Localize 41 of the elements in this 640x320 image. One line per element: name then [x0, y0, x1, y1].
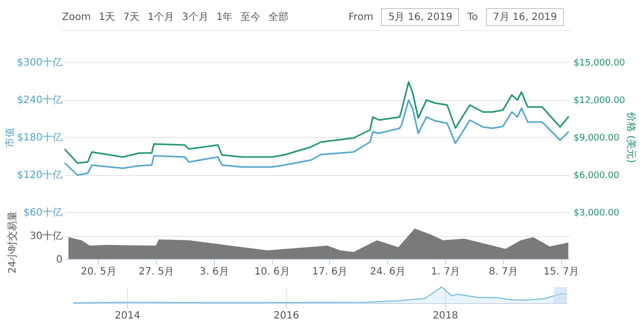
text: 5月 16, 2019 [381, 8, 460, 26]
x-tick-label: 1. 7月 [431, 266, 460, 278]
text: 7月 16, 2019 [486, 8, 564, 26]
text: 3个月 [182, 11, 208, 24]
y-tick-label: $300十亿 [17, 56, 62, 68]
y-tick-label: $60十亿 [23, 206, 62, 218]
x-tick-label: 17. 6月 [312, 266, 348, 278]
line-series [64, 99, 570, 176]
y-tick-label: $240十亿 [17, 94, 62, 106]
x-tick-label: 15. 7月 [544, 266, 579, 278]
text: From [348, 12, 374, 22]
text: 1个月 [148, 11, 174, 24]
text: 1天 [98, 11, 116, 24]
x-tick-label: 10. 6月 [254, 266, 290, 278]
text: 1年 [216, 11, 233, 24]
x-tick-label: 20. 5月 [80, 266, 116, 278]
x-tick-label: 8. 7月 [488, 266, 518, 278]
text: 7天 [123, 11, 140, 24]
y-tick-label: $180十亿 [17, 132, 62, 144]
y-tick-label: 0 [56, 254, 62, 266]
x-tick-label: 2016 [274, 310, 300, 320]
y2-axis-title: 价格 (美元) [625, 111, 638, 164]
x-tick-label: 3. 6月 [200, 266, 229, 278]
x-tick-label: 2018 [432, 310, 458, 320]
y-tick-label: 30十亿 [30, 230, 62, 242]
text: To [467, 12, 478, 22]
x-tick-label: 24. 6月 [370, 266, 406, 278]
y-axis-title: 24小时交易量 [6, 210, 18, 274]
y2-tick-label: $9,000.00 [574, 134, 620, 144]
text: Zoom [62, 12, 91, 22]
text: 全部 [268, 10, 289, 24]
y2-tick-label: $12,000.00 [574, 96, 626, 106]
y-tick-label: $120十亿 [17, 169, 62, 181]
line-series [64, 81, 570, 164]
y2-tick-label: $6,000.00 [574, 171, 620, 181]
x-tick-label: 27. 5月 [138, 266, 174, 278]
y2-tick-label: $15,000.00 [574, 58, 626, 68]
y-axis-title: 市值 [4, 128, 16, 148]
y2-tick-label: $3,000.00 [574, 208, 620, 218]
text: 至今 [240, 11, 261, 24]
x-tick-label: 2014 [114, 310, 140, 320]
